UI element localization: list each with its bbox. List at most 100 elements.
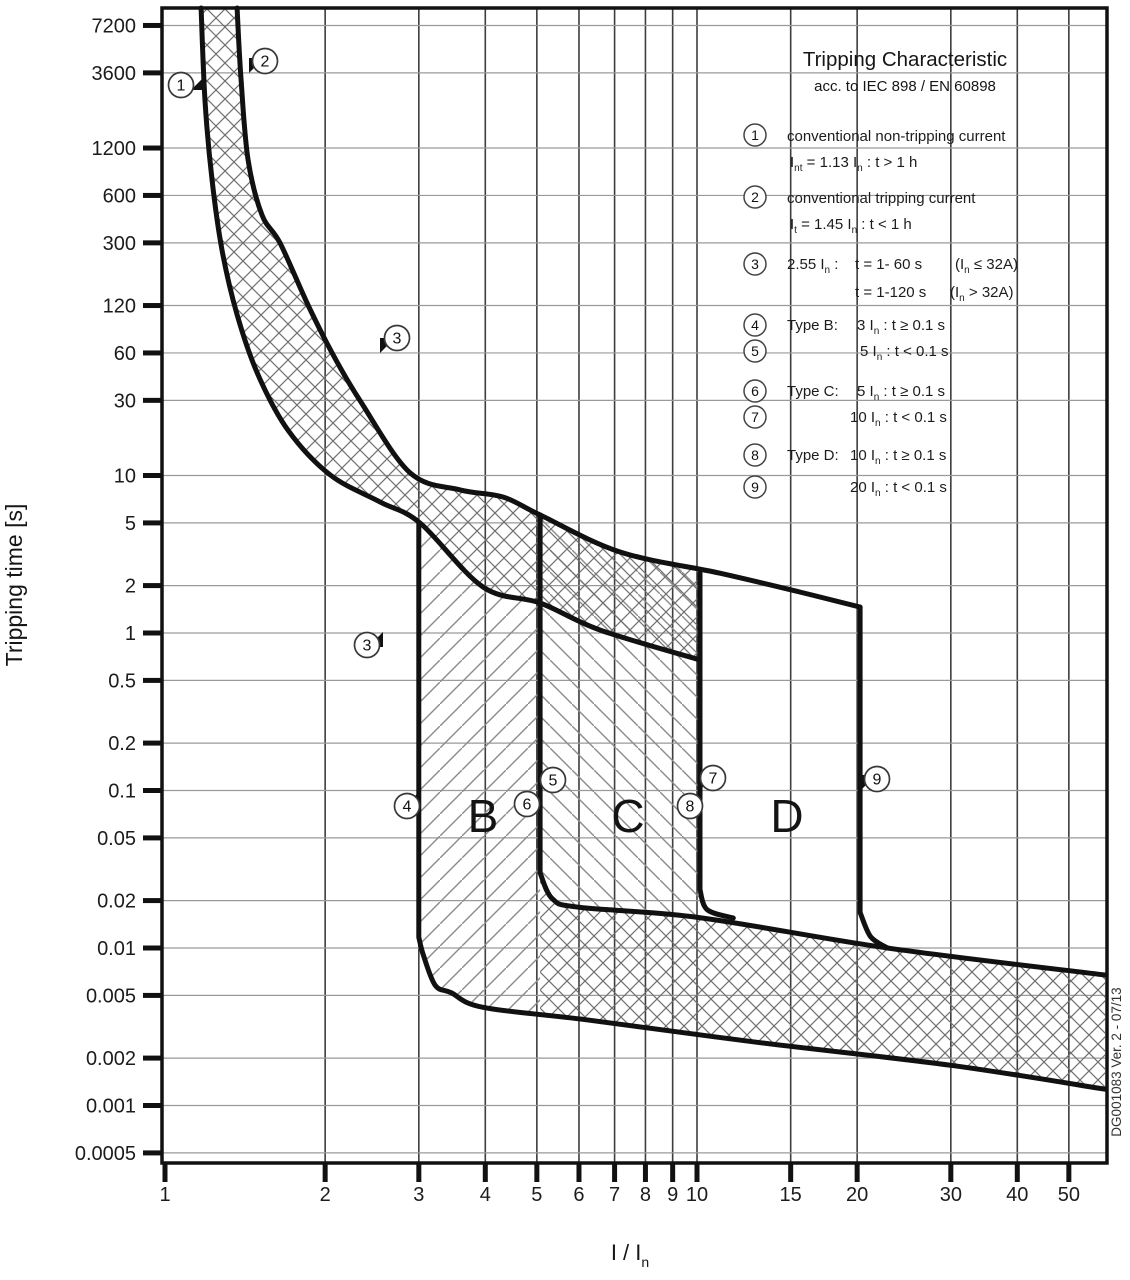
tick-y-60: [143, 350, 161, 356]
marker-3-number: 3: [363, 638, 372, 655]
legend-text-3-2: (In ≤ 32A): [955, 256, 1018, 276]
tick-y-0.05: [143, 835, 161, 841]
tick-y-30: [143, 397, 161, 403]
legend: 1 conventional non-tripping current Int = …: [743, 123, 1018, 499]
legend-text-2-1: It = 1.45 In : t < 1 h: [790, 216, 912, 236]
legend-row-3: 3 2.55 In : t = 1- 60 s (In ≤ 32A) t = 1-120…: [743, 252, 1018, 304]
legend-number-2-circle: [743, 185, 767, 209]
plot-frame: [160, 6, 1109, 1165]
tick-y-1200: [143, 145, 161, 151]
marker-1-circle: [167, 71, 195, 99]
legend-text-3-0: 2.55 In :: [787, 256, 838, 276]
tick-x-8: [642, 1164, 648, 1182]
tick-x-5: [534, 1164, 540, 1182]
chart-subtitle: acc. to IEC 898 / EN 60898: [814, 78, 996, 95]
tick-y-0.001: [143, 1103, 161, 1108]
tick-x-30: [948, 1164, 954, 1182]
legend-number-4-circle: [743, 313, 767, 337]
tick-label-y-0.0005: 0.0005: [75, 1143, 136, 1165]
tick-label-y-0.05: 0.05: [97, 828, 136, 850]
tick-y-300: [143, 240, 161, 246]
tick-label-x-6: 6: [573, 1184, 584, 1206]
tick-x-3: [416, 1164, 422, 1182]
legend-number-7: 7: [751, 409, 759, 425]
legend-text-4-1: 3 In : t ≥ 0.1 s: [857, 317, 945, 337]
legend-row-2: 2 conventional tripping current It = 1.45 …: [743, 185, 976, 236]
legend-text-8-0: Type D:: [787, 447, 839, 464]
marker-1-pointer-icon: [191, 75, 206, 90]
tick-label-y-2: 2: [125, 576, 136, 598]
legend-text-3-4: (In > 32A): [950, 284, 1014, 304]
tick-y-5: [143, 520, 161, 526]
legend-number-8-circle: [743, 443, 767, 467]
tick-y-0.005: [143, 992, 161, 998]
tick-y-0.01: [143, 945, 161, 951]
tick-label-x-7: 7: [609, 1184, 620, 1206]
curve-thermal-upper-limit: [234, 5, 863, 610]
tick-x-7: [612, 1164, 618, 1182]
marker-3-3: 3: [353, 631, 383, 659]
tick-label-y-5: 5: [125, 513, 136, 535]
region-b-band: [420, 523, 541, 1016]
marker-8-circle: [676, 792, 704, 820]
tick-label-y-30: 30: [114, 390, 136, 412]
tick-y-10: [143, 473, 161, 478]
curve-type-d-limit-20in: [857, 604, 890, 951]
thermal-band: [201, 8, 700, 660]
curve-type-d-limit-10in: [697, 570, 736, 921]
legend-number-2: 2: [751, 189, 759, 205]
x-axis-title: I / In: [611, 1240, 649, 1270]
marker-1-number: 1: [177, 78, 186, 95]
tick-label-y-0.02: 0.02: [97, 891, 136, 913]
tick-label-y-10: 10: [114, 466, 136, 488]
tick-label-x-40: 40: [1006, 1184, 1028, 1206]
curve-type-c-limit-5in: [537, 512, 1108, 978]
legend-text-5-0: 5 In : t < 0.1 s: [860, 343, 949, 363]
tick-y-120: [143, 303, 161, 309]
marker-5-5: 5: [539, 766, 567, 794]
marker-2-circle: [251, 47, 279, 75]
tick-x-4: [482, 1164, 488, 1182]
tick-y-0.02: [143, 898, 161, 904]
tolerance-regions: [201, 8, 1106, 1090]
legend-text-3-3: t = 1-120 s: [855, 284, 926, 301]
legend-text-1-1: Int = 1.13 In : t > 1 h: [790, 154, 917, 174]
tick-label-x-8: 8: [640, 1184, 651, 1206]
tick-label-y-0.1: 0.1: [108, 781, 136, 803]
tick-y-0.002: [143, 1055, 161, 1061]
legend-row-4: 4 Type B: 3 In : t ≥ 0.1 s: [743, 313, 945, 337]
region-label-c: C: [611, 790, 644, 842]
marker-2-number: 2: [261, 54, 270, 71]
tick-x-1: [162, 1164, 168, 1182]
legend-text-3-1: t = 1- 60 s: [855, 256, 922, 273]
legend-number-1: 1: [751, 127, 759, 143]
tick-label-y-0.002: 0.002: [86, 1048, 136, 1070]
limit-curves: [198, 5, 1108, 1092]
legend-number-5: 5: [751, 343, 759, 359]
tick-label-y-120: 120: [103, 296, 136, 318]
tick-y-2: [143, 583, 161, 589]
x-axis-title-main: I / I: [611, 1240, 642, 1265]
legend-row-5: 5 5 In : t < 0.1 s: [743, 339, 949, 363]
tick-label-x-20: 20: [846, 1184, 868, 1206]
marker-8-8: 8: [676, 792, 704, 820]
curve-type-b-limit-3in: [416, 520, 1108, 1092]
tick-label-y-60: 60: [114, 343, 136, 365]
legend-number-3-circle: [743, 252, 767, 276]
tick-label-y-3600: 3600: [92, 63, 137, 85]
legend-number-4: 4: [751, 317, 759, 333]
marker-5-number: 5: [549, 773, 558, 790]
tick-label-y-0.2: 0.2: [108, 733, 136, 755]
legend-row-1: 1 conventional non-tripping current Int = …: [743, 123, 1006, 174]
tick-label-y-0.01: 0.01: [97, 938, 136, 960]
legend-number-3: 3: [751, 256, 759, 272]
tick-x-15: [788, 1164, 794, 1182]
tick-y-1: [143, 630, 161, 636]
region-label-d: D: [770, 790, 803, 842]
tick-y-0.0005: [143, 1150, 161, 1156]
tick-label-x-1: 1: [159, 1184, 170, 1206]
x-axis-title-sub: n: [641, 1254, 649, 1270]
